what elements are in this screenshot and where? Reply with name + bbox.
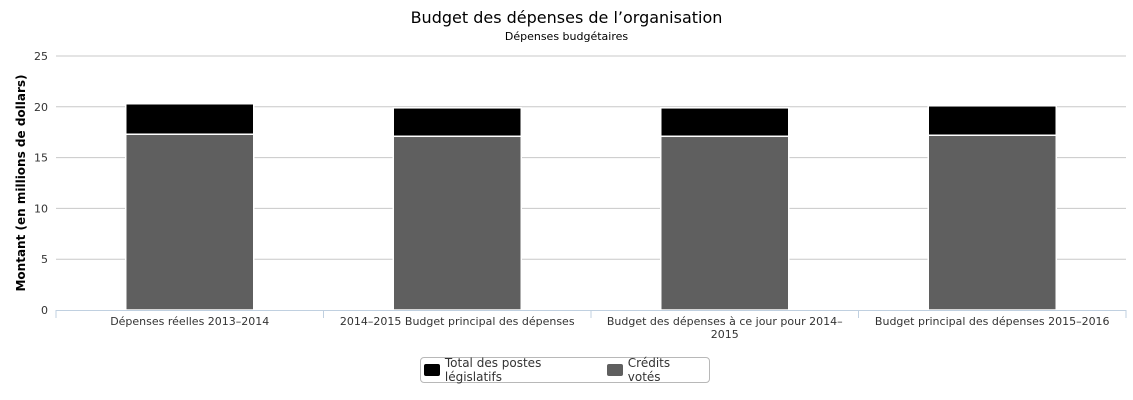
y-axis-label: Montant (en millions de dollars) <box>14 74 28 291</box>
legend: Total des postes législatifs Crédits vot… <box>420 356 710 384</box>
bar-credits-votes[interactable] <box>392 135 522 311</box>
bar-postes-legislatifs[interactable] <box>392 107 522 138</box>
bar-credits-votes[interactable] <box>660 135 790 311</box>
bar-credits-votes[interactable] <box>927 134 1057 311</box>
legend-swatch-voted <box>606 364 623 376</box>
legend-swatch-statutory <box>424 364 440 376</box>
y-tick-label: 25 <box>34 50 48 63</box>
bar-credits-votes[interactable] <box>125 133 255 311</box>
bar-postes-legislatifs[interactable] <box>125 103 255 135</box>
bar-postes-legislatifs[interactable] <box>660 107 790 138</box>
y-tick-label: 0 <box>41 304 48 317</box>
y-tick-label: 20 <box>34 101 48 114</box>
chart-subtitle: Dépenses budgétaires <box>504 30 629 43</box>
y-tick-label: 5 <box>41 253 48 266</box>
x-tick-label: 2014–2015 Budget principal des dépenses <box>340 315 575 328</box>
x-tick-label: Budget principal des dépenses 2015–2016 <box>875 315 1110 328</box>
legend-label-statutory: Total des postes législatifs <box>444 356 542 384</box>
x-tick-label: Budget des dépenses à ce jour pour 2014–… <box>607 315 843 341</box>
y-tick-label: 10 <box>34 202 48 215</box>
legend-item-statutory[interactable]: Total des postes législatifs <box>424 356 601 384</box>
legend-item-voted[interactable]: Crédits votés <box>606 356 706 384</box>
chart-title: Budget des dépenses de l’organisation <box>410 8 723 27</box>
y-tick-label: 15 <box>34 152 48 165</box>
x-tick-label: Dépenses réelles 2013–2014 <box>110 315 269 328</box>
legend-label-voted: Crédits votés <box>627 356 671 384</box>
bar-postes-legislatifs[interactable] <box>927 105 1057 136</box>
